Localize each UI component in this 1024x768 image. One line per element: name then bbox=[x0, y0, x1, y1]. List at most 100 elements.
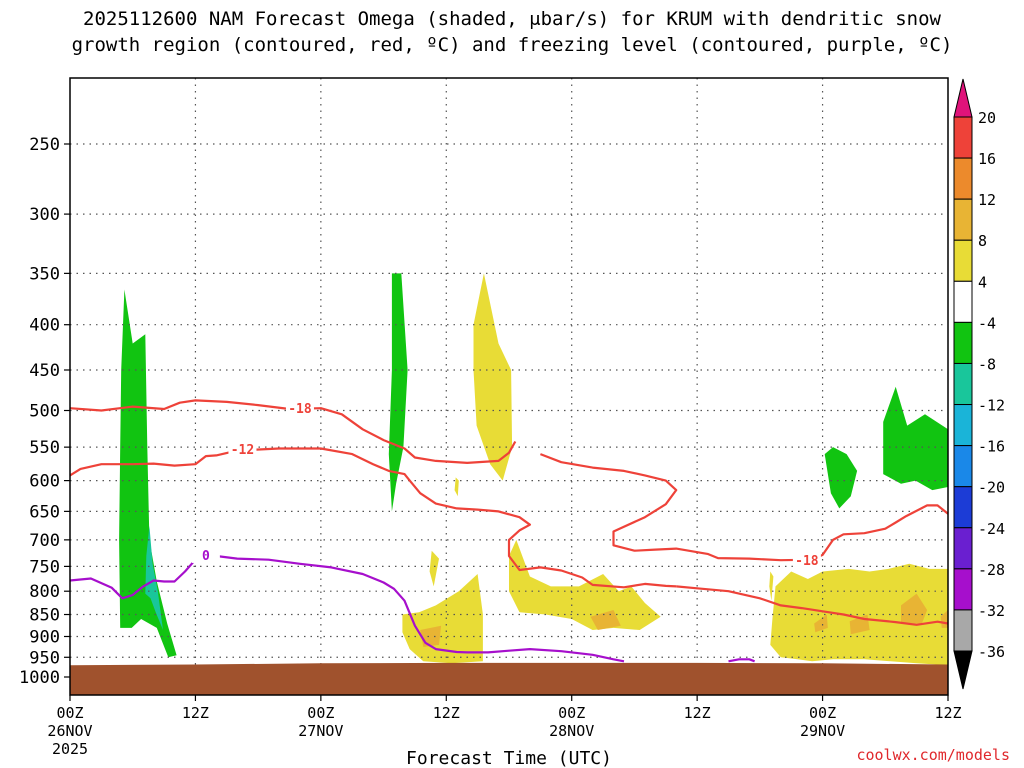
y-tick-label-600: 600 bbox=[29, 472, 60, 492]
colorbar-bin-9 bbox=[953, 445, 973, 488]
y-tick-label-250: 250 bbox=[29, 135, 60, 155]
colorbar-label-6: -8 bbox=[978, 355, 996, 373]
terrain bbox=[70, 662, 948, 695]
colorbar-bin-13 bbox=[953, 609, 973, 652]
source-credit[interactable]: coolwx.com/models bbox=[856, 746, 1010, 764]
y-tick-label-700: 700 bbox=[29, 531, 60, 551]
y-tick-label-950: 950 bbox=[29, 648, 60, 668]
x-tick-label-7: 12Z bbox=[934, 704, 961, 722]
x-tick-label-0: 00Z bbox=[56, 704, 83, 722]
x-tick-date-2: 27NOV bbox=[298, 722, 343, 740]
x-tick-date-4: 28NOV bbox=[549, 722, 594, 740]
x-tick-label-4: 00Z bbox=[558, 704, 585, 722]
y-tick-label-650: 650 bbox=[29, 502, 60, 522]
y-tick-label-900: 900 bbox=[29, 627, 60, 647]
omega-region-13 bbox=[590, 610, 621, 630]
colorbar-label-11: -28 bbox=[978, 561, 1005, 579]
omega-region-11 bbox=[769, 571, 774, 601]
chart-title-line-2: growth region (contoured, red, ºC) and f… bbox=[71, 34, 953, 56]
omega-region-7 bbox=[509, 539, 661, 630]
colorbar-bin-1 bbox=[953, 116, 973, 159]
x-tick-label-1: 12Z bbox=[182, 704, 209, 722]
y-tick-label-550: 550 bbox=[29, 438, 60, 458]
contour-label-1: -12 bbox=[231, 443, 254, 458]
colorbar-label-9: -20 bbox=[978, 479, 1005, 497]
x-tick-label-5: 12Z bbox=[684, 704, 711, 722]
omega-region-9 bbox=[454, 477, 459, 497]
colorbar-label-3: 8 bbox=[978, 232, 987, 250]
colorbar-bin-5 bbox=[953, 280, 973, 323]
contour-layer: -18 -12 -18 0 bbox=[69, 399, 949, 663]
grid-layer bbox=[70, 78, 948, 695]
colorbar-label-7: -12 bbox=[978, 397, 1005, 415]
colorbar-label-10: -24 bbox=[978, 520, 1005, 538]
colorbar-label-1: 16 bbox=[978, 150, 996, 168]
colorbar-bin-2 bbox=[953, 157, 973, 200]
freezing-level-contour-5 bbox=[728, 658, 755, 663]
omega-region-5 bbox=[473, 273, 513, 481]
x-tick-date-6: 29NOV bbox=[800, 722, 845, 740]
colorbar-top-arrow bbox=[953, 78, 973, 118]
contour-label-bg-1 bbox=[228, 441, 257, 458]
freezing-level-contour-4 bbox=[69, 554, 625, 663]
colorbar-label-2: 12 bbox=[978, 191, 996, 209]
ground-layer bbox=[70, 662, 948, 695]
colorbar-bin-8 bbox=[953, 404, 973, 447]
omega-shading-layer bbox=[119, 273, 948, 666]
y-tick-label-800: 800 bbox=[29, 582, 60, 602]
y-tick-label-450: 450 bbox=[29, 361, 60, 381]
omega-region-14 bbox=[814, 614, 828, 633]
contour-label-bg-4 bbox=[191, 546, 220, 563]
omega-region-3 bbox=[824, 447, 858, 509]
contour-label-bg-2 bbox=[792, 552, 821, 569]
omega-region-0 bbox=[119, 289, 177, 658]
omega-region-4 bbox=[883, 386, 948, 491]
omega-region-10 bbox=[770, 563, 948, 666]
colorbar-bin-10 bbox=[953, 486, 973, 529]
dgz-contour-1 bbox=[69, 447, 677, 589]
plot-frame bbox=[69, 77, 949, 696]
colorbar-label-5: -4 bbox=[978, 314, 996, 332]
dgz-contour-3 bbox=[676, 585, 949, 626]
omega-region-2 bbox=[388, 273, 408, 512]
y-tick-label-400: 400 bbox=[29, 316, 60, 336]
colorbar: 20 16 12 8 4 -4 -8 -12 -16 -20 -24 -28 -32 -36 bbox=[953, 78, 1005, 690]
y-tick-label-300: 300 bbox=[29, 205, 60, 225]
contour-label-0: -18 bbox=[288, 402, 312, 417]
colorbar-bin-12 bbox=[953, 568, 973, 611]
omega-region-1 bbox=[145, 525, 163, 630]
x-tick-date-0: 26NOV bbox=[47, 722, 92, 740]
y-tick-label-750: 750 bbox=[29, 557, 60, 577]
y-tick-label-350: 350 bbox=[29, 264, 60, 284]
x-axis-title: Forecast Time (UTC) bbox=[406, 748, 612, 768]
x-tick-label-3: 12Z bbox=[433, 704, 460, 722]
colorbar-label-8: -16 bbox=[978, 438, 1005, 456]
colorbar-bin-11 bbox=[953, 527, 973, 570]
omega-region-16 bbox=[901, 593, 928, 624]
x-tick-year-0: 2025 bbox=[52, 740, 88, 758]
colorbar-label-13: -36 bbox=[978, 643, 1005, 661]
plot-border bbox=[69, 77, 949, 696]
y-tick-label-1000: 1000 bbox=[19, 668, 60, 688]
y-axis: 2503003504004505005506006507007508008509… bbox=[19, 135, 70, 688]
dgz-contour-0 bbox=[69, 399, 517, 464]
colorbar-label-12: -32 bbox=[978, 602, 1005, 620]
y-tick-label-850: 850 bbox=[29, 606, 60, 626]
contour-label-4: 0 bbox=[202, 549, 210, 564]
colorbar-bin-7 bbox=[953, 362, 973, 406]
omega-region-8 bbox=[429, 550, 439, 587]
chart-title-line-1: 2025112600 NAM Forecast Omega (shaded, μ… bbox=[83, 8, 941, 30]
colorbar-bin-4 bbox=[953, 239, 973, 282]
dgz-contour-2 bbox=[540, 453, 949, 562]
contour-label-2: -18 bbox=[795, 554, 819, 569]
colorbar-bottom-arrow bbox=[953, 650, 973, 690]
x-tick-label-6: 00Z bbox=[809, 704, 836, 722]
colorbar-label-4: 4 bbox=[978, 273, 987, 291]
colorbar-label-0: 20 bbox=[978, 109, 996, 127]
x-tick-label-2: 00Z bbox=[307, 704, 334, 722]
colorbar-bin-3 bbox=[953, 198, 973, 241]
colorbar-bin-6 bbox=[953, 321, 973, 364]
contour-label-bg-0 bbox=[285, 400, 314, 417]
